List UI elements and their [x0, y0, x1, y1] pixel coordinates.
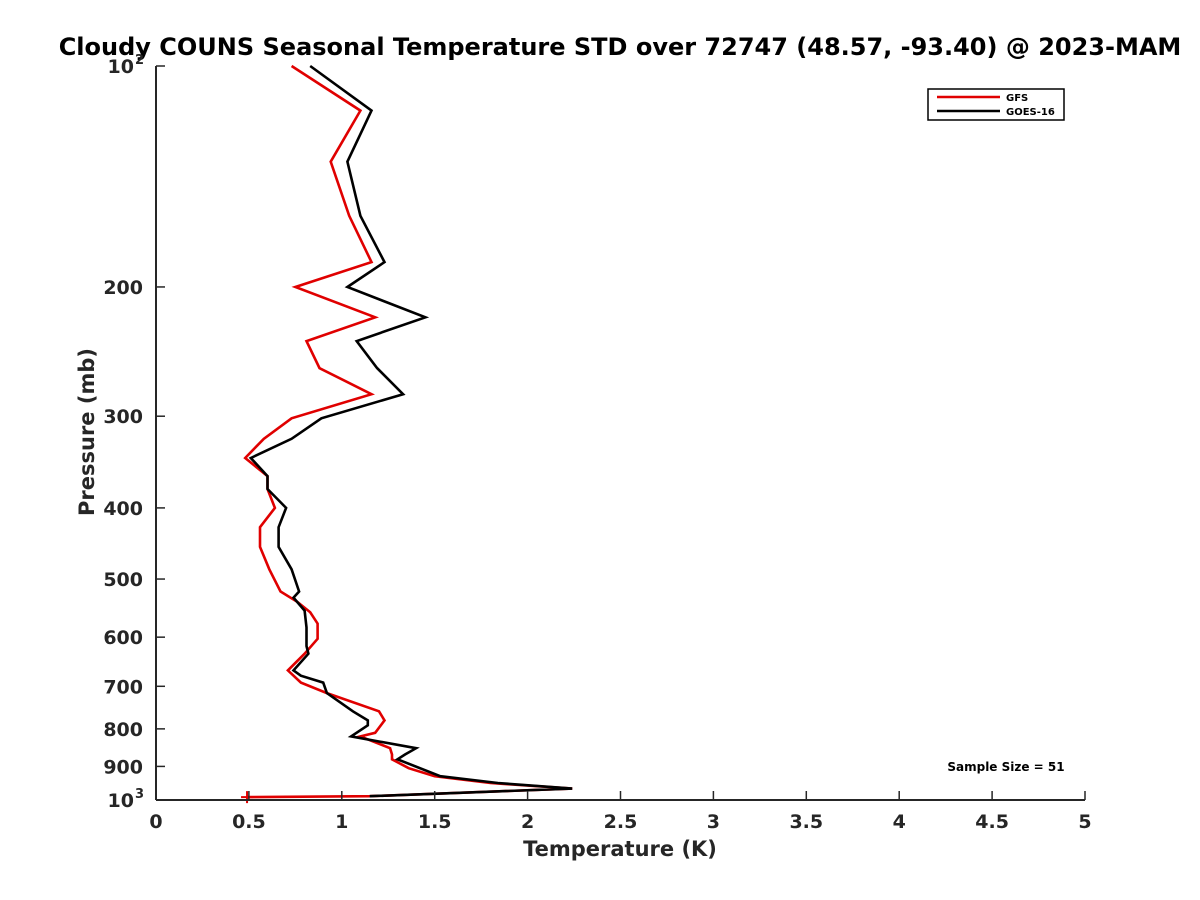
legend: GFS GOES-16	[927, 88, 1065, 121]
svg-text:3: 3	[135, 787, 144, 802]
x-tick-label: 2	[521, 811, 534, 833]
x-tick-label: 3	[707, 811, 720, 833]
x-tick-label: 0	[149, 811, 162, 833]
x-axis-label: Temperature (K)	[523, 837, 717, 861]
x-tick-label: 4	[893, 811, 906, 833]
x-tick-label: 4.5	[975, 811, 1009, 833]
legend-box	[927, 88, 1065, 121]
x-tick-label: 2.5	[604, 811, 638, 833]
y-axis-label: Pressure (mb)	[75, 348, 99, 516]
x-tick-label: 0.5	[232, 811, 266, 833]
y-tick-label: 300	[103, 406, 143, 428]
legend-label-gfs: GFS	[1006, 93, 1028, 104]
x-tick-label: 1.5	[418, 811, 452, 833]
y-tick-label: 900	[103, 756, 143, 778]
x-tick-label: 1	[335, 811, 348, 833]
svg-text:2: 2	[135, 53, 144, 68]
legend-label-goes16: GOES-16	[1006, 107, 1055, 118]
y-tick-label: 800	[103, 719, 143, 741]
chart-title: Cloudy COUNS Seasonal Temperature STD ov…	[59, 33, 1182, 61]
y-tick-label: 200	[103, 277, 143, 299]
svg-text:10: 10	[108, 56, 134, 78]
sample-size-annotation: Sample Size = 51	[947, 760, 1064, 774]
series-line-goes16	[248, 64, 573, 798]
series-end-marker-gfs	[241, 791, 254, 804]
x-axis-ticks: 0 0.5 1 1.5 2 2.5 3 3.5 4 4.5 5	[149, 791, 1092, 833]
series-layer	[241, 64, 573, 804]
svg-text:10: 10	[108, 790, 134, 812]
y-tick-label: 600	[103, 627, 143, 649]
x-tick-label: 3.5	[789, 811, 823, 833]
y-tick-label: 500	[103, 569, 143, 591]
y-tick-label: 10 2	[108, 53, 145, 78]
x-tick-label: 5	[1078, 811, 1091, 833]
y-tick-label: 400	[103, 498, 143, 520]
y-tick-label: 10 3	[108, 787, 145, 812]
y-tick-label: 700	[103, 676, 143, 698]
